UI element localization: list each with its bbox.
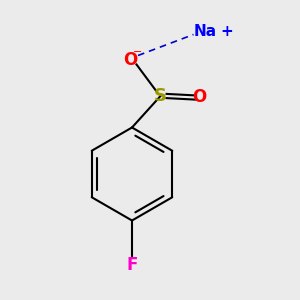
Text: O: O (192, 88, 207, 106)
Text: F: F (126, 256, 138, 274)
Text: S: S (154, 87, 167, 105)
Text: +: + (220, 24, 233, 39)
Text: O: O (123, 51, 138, 69)
Text: Na: Na (194, 24, 217, 39)
Text: −: − (133, 46, 143, 57)
